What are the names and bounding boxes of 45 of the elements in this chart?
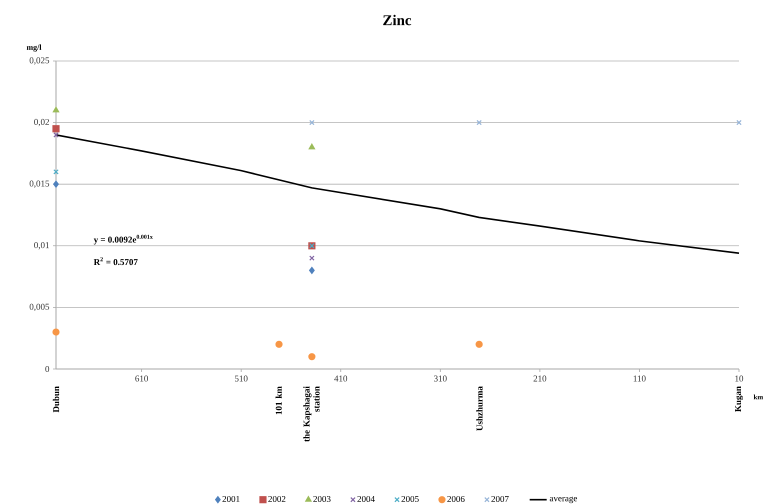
legend-label: 2002 [268, 496, 286, 502]
point [309, 120, 315, 126]
point [52, 125, 60, 132]
legend-label: average [550, 496, 578, 504]
point [736, 120, 742, 126]
y-tick-label: 0,005 [30, 304, 50, 312]
x-tick-label: 310 [434, 375, 447, 382]
text: 101 km [276, 386, 282, 414]
point [476, 120, 482, 126]
annotation: R$^{2}$ = 0.5707 [94, 257, 138, 266]
legend-label: 2005 [402, 496, 419, 502]
point [309, 266, 315, 274]
text: Kugan [735, 386, 743, 412]
y-tick-label: 0 [45, 366, 50, 372]
x-tick-label: 210 [534, 375, 546, 382]
point [275, 340, 283, 348]
legend-label: 2001 [222, 496, 240, 502]
point [53, 169, 59, 175]
text: Dubun [52, 386, 60, 412]
point [308, 353, 316, 360]
line-series [55, 134, 740, 254]
x-tick-label: 10 [735, 375, 744, 382]
y-tick-label: 0,02 [34, 118, 49, 126]
point [52, 328, 60, 336]
x-tick-label: 110 [634, 375, 646, 382]
y-tick-label: 0,015 [30, 180, 50, 188]
y-tick-label: 0,01 [34, 242, 49, 250]
legend-label: 2004 [357, 496, 375, 502]
x-tick-label: 610 [135, 375, 148, 382]
text: the Kapshagai station [303, 386, 320, 442]
y-tick-label: 0,025 [30, 57, 50, 65]
annotation: y = 0.0092e$^{0.001x}$ [94, 234, 153, 244]
point [53, 180, 59, 188]
point [53, 132, 59, 138]
text: Ushzhurma [476, 386, 483, 431]
legend-label: 2007 [491, 496, 509, 502]
chart-title: Zinc [383, 14, 412, 26]
x-tick-label: 510 [234, 375, 248, 382]
point [52, 106, 60, 112]
point [309, 255, 315, 261]
x-tick-label: 410 [334, 375, 348, 382]
point [308, 144, 316, 150]
legend-label: 2003 [313, 496, 331, 502]
point [476, 340, 483, 348]
legend-label: 2006 [447, 496, 465, 502]
